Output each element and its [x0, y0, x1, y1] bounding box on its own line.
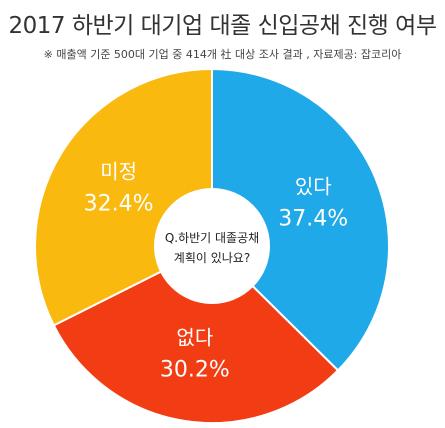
slice-value-label: 37.4%: [278, 207, 348, 232]
center-question-text: Q.하반기 대졸공채: [165, 231, 259, 245]
slice-label: 있다: [295, 175, 332, 199]
chart-title: 2017 하반기 대기업 대졸 신입공채 진행 여부: [8, 13, 437, 39]
slice-label: 미정: [100, 159, 137, 183]
chart-subtitle: ※ 매출액 기준 500대 기업 중 414개 社 대상 조사 결과 , 자료제…: [43, 48, 402, 61]
center-question-text: 계획이 있나요?: [174, 251, 250, 265]
slice-label: 없다: [176, 325, 213, 349]
slice-value-label: 32.4%: [84, 191, 154, 216]
center-circle: [154, 188, 270, 304]
slice-value-label: 30.2%: [160, 357, 230, 382]
pie-slice: [211, 67, 390, 372]
